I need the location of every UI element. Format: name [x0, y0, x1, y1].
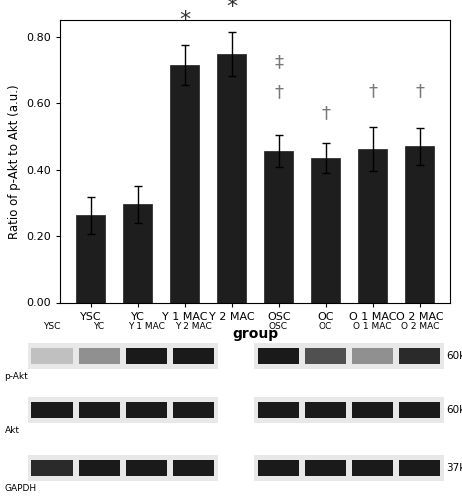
Bar — [358, 149, 388, 302]
Text: O 1 MAC: O 1 MAC — [353, 322, 392, 331]
Text: †: † — [415, 82, 425, 100]
Text: Akt: Akt — [5, 426, 19, 435]
Text: ‡: ‡ — [274, 53, 283, 71]
Bar — [399, 402, 440, 418]
Bar — [258, 402, 299, 418]
Bar — [264, 152, 293, 302]
Bar — [76, 216, 105, 302]
Bar — [305, 402, 346, 418]
Bar — [79, 402, 120, 418]
Bar — [305, 460, 346, 476]
Bar — [31, 348, 73, 364]
Text: *: * — [226, 0, 237, 18]
Bar — [254, 455, 444, 481]
Text: 60kDa: 60kDa — [446, 351, 462, 361]
Text: Y 2 MAC: Y 2 MAC — [175, 322, 212, 331]
Text: 37kDa: 37kDa — [446, 463, 462, 473]
Bar — [28, 343, 218, 369]
Bar — [254, 397, 444, 423]
Y-axis label: Ratio of p-Akt to Akt (a.u.): Ratio of p-Akt to Akt (a.u.) — [8, 84, 21, 238]
Bar — [170, 65, 199, 302]
Text: YSC: YSC — [43, 322, 61, 331]
Text: OC: OC — [319, 322, 332, 331]
Bar — [173, 348, 214, 364]
Text: †: † — [321, 104, 330, 122]
Bar — [305, 348, 346, 364]
Bar — [217, 54, 246, 302]
Bar — [399, 460, 440, 476]
Text: YC: YC — [93, 322, 105, 331]
Bar — [258, 348, 299, 364]
Bar — [31, 460, 73, 476]
Bar — [405, 146, 434, 302]
Bar — [399, 348, 440, 364]
Bar — [28, 455, 218, 481]
Bar — [254, 343, 444, 369]
Text: p-Akt: p-Akt — [5, 372, 28, 382]
Text: Y 1 MAC: Y 1 MAC — [128, 322, 164, 331]
Text: GAPDH: GAPDH — [5, 484, 37, 493]
Bar — [258, 460, 299, 476]
Text: 60kDa: 60kDa — [446, 405, 462, 415]
Text: †: † — [368, 82, 377, 100]
Bar — [126, 460, 167, 476]
Bar — [79, 460, 120, 476]
Bar — [352, 348, 393, 364]
Bar — [126, 402, 167, 418]
Text: †: † — [274, 83, 283, 101]
Bar — [173, 460, 214, 476]
Bar — [79, 348, 120, 364]
Bar — [311, 158, 340, 302]
Bar — [352, 460, 393, 476]
Bar — [126, 348, 167, 364]
Text: OSC: OSC — [269, 322, 288, 331]
Bar — [123, 204, 152, 302]
Text: *: * — [179, 10, 190, 30]
Text: O 2 MAC: O 2 MAC — [401, 322, 439, 331]
Bar — [352, 402, 393, 418]
Bar — [173, 402, 214, 418]
Bar — [31, 402, 73, 418]
Bar — [28, 397, 218, 423]
X-axis label: group: group — [232, 327, 278, 341]
